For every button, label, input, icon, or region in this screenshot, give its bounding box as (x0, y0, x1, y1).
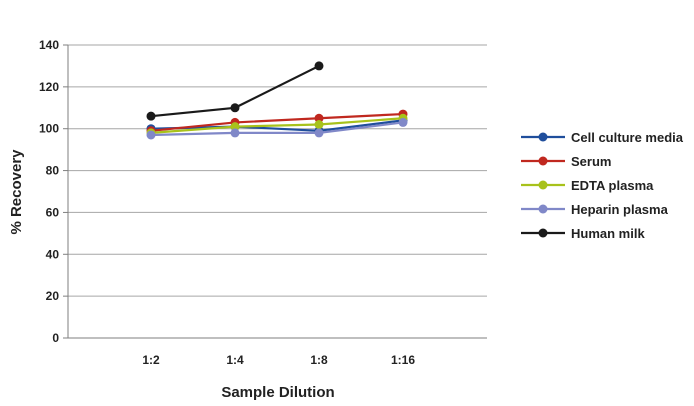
data-point-1-2 (314, 113, 324, 123)
legend: Cell culture media Serum EDTA plasma Hepari… (521, 130, 684, 241)
data-point-2-2 (314, 120, 324, 130)
y-tick-label-80: 80 (46, 164, 60, 178)
data-point-3-3 (398, 117, 408, 127)
y-tick-label-100: 100 (39, 122, 59, 136)
legend-marker-2 (538, 180, 548, 190)
data-point-4-0 (146, 111, 156, 121)
legend-item-0: Cell culture media (521, 130, 684, 145)
y-tick-label-60: 60 (46, 205, 60, 219)
legend-marker-3 (538, 204, 548, 214)
x-tick-label-2: 1:8 (310, 353, 328, 367)
legend-marker-4 (538, 228, 548, 238)
x-axis-title: Sample Dilution (221, 384, 334, 401)
data-point-4-2 (314, 61, 324, 71)
legend-marker-0 (538, 132, 548, 142)
y-tick-label-20: 20 (46, 289, 60, 303)
x-tick-label-1: 1:4 (226, 353, 244, 367)
x-axis-ticks: 1:2 1:4 1:8 1:16 (142, 353, 415, 367)
series-line-2 (150, 117, 404, 134)
legend-label-3: Heparin plasma (571, 202, 669, 217)
gridlines (68, 44, 487, 297)
legend-item-4: Human milk (521, 226, 645, 241)
series-3 (146, 117, 408, 140)
series-line-1 (150, 112, 404, 132)
y-tick-label-40: 40 (46, 247, 60, 261)
y-axis-title: % Recovery (8, 149, 25, 235)
x-tick-label-0: 1:2 (142, 353, 160, 367)
legend-item-1: Serum (521, 154, 611, 169)
series-line-3 (150, 121, 404, 137)
data-point-4-1 (230, 103, 240, 113)
legend-label-4: Human milk (571, 226, 645, 241)
y-tick-label-140: 140 (39, 38, 59, 52)
legend-item-2: EDTA plasma (521, 178, 654, 193)
data-point-3-2 (314, 128, 324, 138)
y-tick-label-120: 120 (39, 80, 59, 94)
data-point-3-0 (146, 130, 156, 140)
legend-label-0: Cell culture media (571, 130, 684, 145)
y-tick-label-0: 0 (52, 331, 59, 345)
legend-label-2: EDTA plasma (571, 178, 654, 193)
data-point-2-1 (230, 122, 240, 132)
legend-item-3: Heparin plasma (521, 202, 669, 217)
series-group (146, 61, 408, 140)
series-4 (146, 61, 324, 121)
legend-marker-1 (538, 156, 548, 166)
x-tick-label-3: 1:16 (391, 353, 415, 367)
data-point-3-1 (230, 128, 240, 138)
legend-label-1: Serum (571, 154, 611, 169)
y-axis-ticks: 0 20 40 60 80 100 120 140 (39, 38, 68, 345)
